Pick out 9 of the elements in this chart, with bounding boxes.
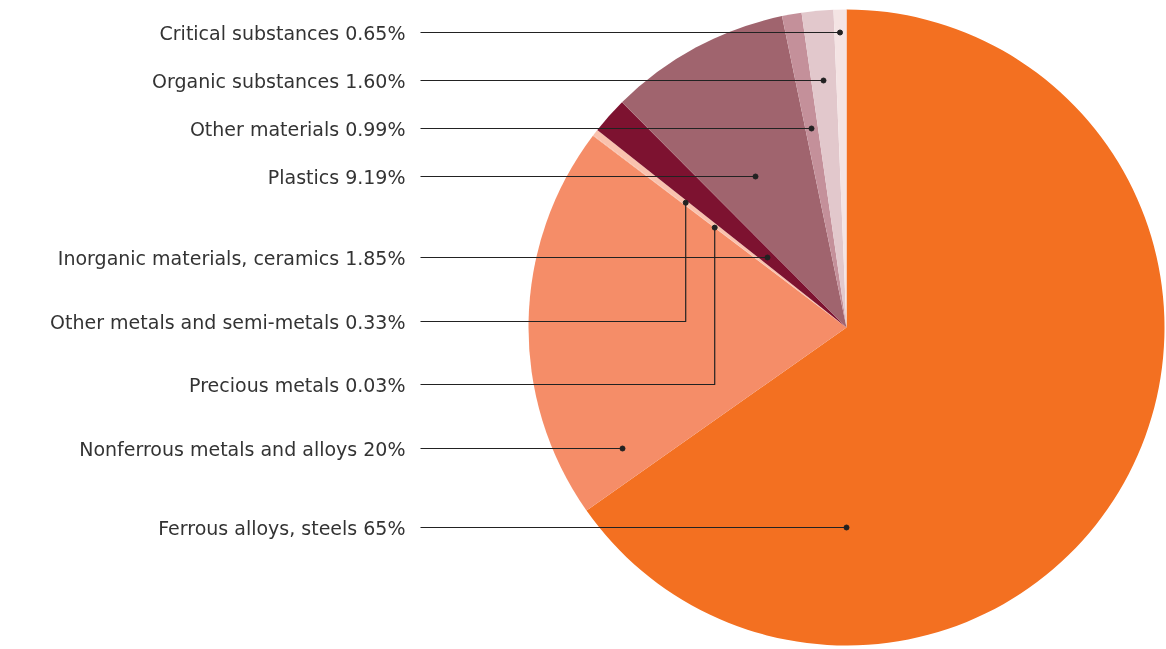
slice-label: Ferrous alloys, steels 65% bbox=[158, 516, 406, 539]
slice-label: Organic substances 1.60% bbox=[152, 69, 406, 92]
slice-label: Critical substances 0.65% bbox=[159, 21, 406, 44]
slice-label: Other materials 0.99% bbox=[189, 117, 406, 140]
slice-label: Nonferrous metals and alloys 20% bbox=[79, 437, 406, 460]
slice-label: Inorganic materials, ceramics 1.85% bbox=[57, 246, 406, 269]
slice-label: Precious metals 0.03% bbox=[189, 373, 406, 396]
slice-label: Other metals and semi-metals 0.33% bbox=[50, 310, 406, 333]
slice-label: Plastics 9.19% bbox=[267, 165, 406, 188]
